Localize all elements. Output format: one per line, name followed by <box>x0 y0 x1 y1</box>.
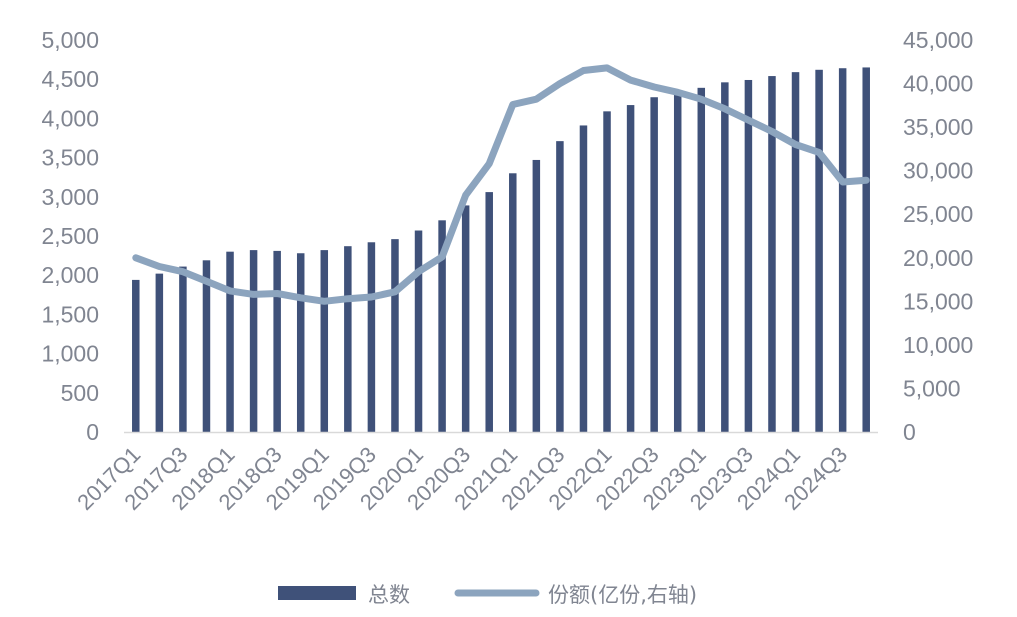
bar-2021Q4 <box>579 125 588 433</box>
bar-2019Q3 <box>367 242 376 432</box>
bar-2024Q4 <box>862 67 870 432</box>
legend-label-share: 份额(亿份,右轴) <box>548 583 697 607</box>
left-y-tick-label: 1,500 <box>41 301 99 327</box>
right-y-tick-label: 45,000 <box>903 27 973 53</box>
right-y-tick-label: 10,000 <box>903 332 973 358</box>
bar-2022Q1 <box>603 111 611 433</box>
bar-2021Q3 <box>556 141 564 433</box>
bar-series-total <box>132 67 870 433</box>
left-y-tick-label: 2,000 <box>41 262 99 288</box>
bar-2017Q2 <box>155 273 164 432</box>
bar-2020Q4 <box>485 192 493 432</box>
bar-2024Q1 <box>791 72 800 433</box>
bar-2023Q3 <box>744 79 753 432</box>
left-y-tick-label: 1,000 <box>41 341 99 367</box>
right-y-axis: 0 5,000 10,000 15,000 20,000 25,000 30,000 35,0… <box>903 27 973 445</box>
right-y-tick-label: 35,000 <box>903 114 973 140</box>
right-y-tick-label: 5,000 <box>903 375 961 401</box>
right-y-tick-label: 40,000 <box>903 71 973 97</box>
bar-2024Q2 <box>815 69 823 433</box>
legend-label-total: 总数 <box>368 583 410 607</box>
line-series-share <box>132 64 870 305</box>
legend-swatch-total <box>278 586 356 600</box>
bar-2020Q2 <box>438 220 446 432</box>
bar-2018Q1 <box>226 251 234 432</box>
left-y-tick-label: 5,000 <box>41 27 99 53</box>
bar-2024Q3 <box>838 68 847 432</box>
bar-2018Q2 <box>249 250 258 432</box>
left-y-axis: 0 500 1,000 1,500 2,000 2,500 3,000 3,500 4,000 4… <box>41 27 99 445</box>
bar-2019Q2 <box>344 246 352 432</box>
bar-2023Q1 <box>697 87 706 432</box>
left-y-tick-label: 500 <box>61 380 99 406</box>
bar-2020Q1 <box>414 230 423 432</box>
left-y-tick-label: 3,000 <box>41 184 99 210</box>
bar-2018Q4 <box>296 253 305 432</box>
right-y-tick-label: 0 <box>903 419 916 445</box>
right-y-tick-label: 30,000 <box>903 158 973 184</box>
bar-2017Q3 <box>179 266 187 432</box>
bar-2022Q4 <box>673 93 682 432</box>
bar-2020Q3 <box>461 205 470 432</box>
right-y-tick-label: 15,000 <box>903 288 973 314</box>
right-y-tick-label: 25,000 <box>903 201 973 227</box>
bar-2018Q3 <box>273 250 281 432</box>
legend: 总数 份额(亿份,右轴) <box>278 583 697 607</box>
bar-2019Q4 <box>391 239 399 432</box>
bar-2022Q2 <box>626 105 635 433</box>
left-y-tick-label: 4,000 <box>41 105 99 131</box>
bar-2021Q2 <box>532 159 541 432</box>
left-y-tick-label: 4,500 <box>41 66 99 92</box>
bar-2017Q1 <box>132 279 140 432</box>
left-y-tick-label: 3,500 <box>41 145 99 171</box>
left-y-tick-label: 2,500 <box>41 223 99 249</box>
left-y-tick-label: 0 <box>86 419 99 445</box>
bar-2017Q4 <box>202 260 211 432</box>
bar-2023Q4 <box>768 76 776 433</box>
bar-2019Q1 <box>320 250 329 432</box>
bar-2023Q2 <box>721 82 729 432</box>
right-y-tick-label: 20,000 <box>903 245 973 271</box>
bar-2022Q3 <box>650 97 658 433</box>
x-axis-ticks: 2017Q12017Q32018Q12018Q32019Q12019Q32020… <box>72 442 852 515</box>
share-line <box>132 64 870 305</box>
bar-2021Q1 <box>509 173 517 432</box>
